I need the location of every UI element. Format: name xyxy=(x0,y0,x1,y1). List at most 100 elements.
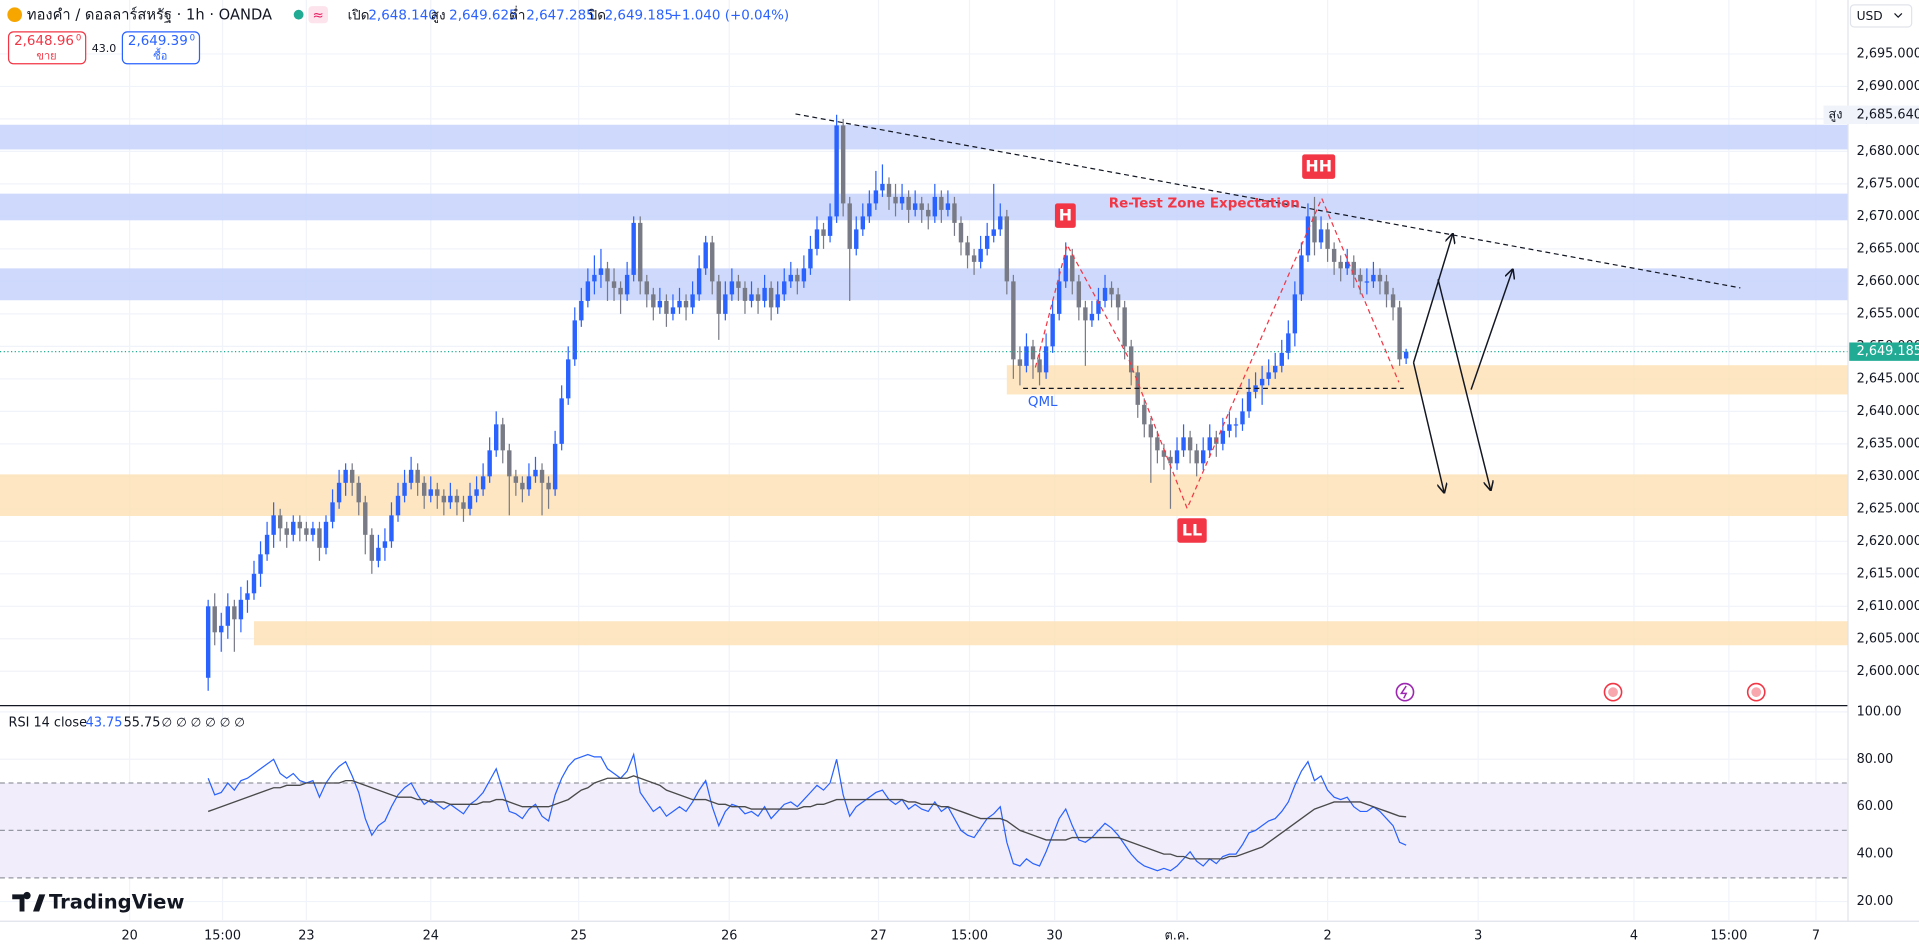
zone xyxy=(0,474,1849,516)
zone xyxy=(0,268,1849,301)
candle-body xyxy=(1292,294,1298,334)
y-tick-label: 2,695.000 xyxy=(1857,46,1919,61)
status-dot xyxy=(293,9,304,20)
candle-body xyxy=(376,547,381,561)
candle-body xyxy=(690,294,695,308)
candle-body xyxy=(840,125,846,204)
candle-body xyxy=(1305,216,1311,256)
candle-body xyxy=(788,274,793,282)
candle-body xyxy=(1128,346,1134,373)
ohlc-label: เปิด xyxy=(348,8,370,23)
x-tick-label: 27 xyxy=(870,928,886,943)
y-tick-label: 2,680.000 xyxy=(1857,144,1919,159)
candle-body xyxy=(945,203,951,210)
candle-body xyxy=(703,242,708,269)
annotation: HH xyxy=(1305,157,1332,176)
candle-body xyxy=(1384,281,1389,295)
candle-body xyxy=(886,183,892,197)
candle-body xyxy=(1194,450,1199,464)
candle-body xyxy=(369,534,375,561)
sell-price-sup: 0 xyxy=(76,33,81,43)
candle-body xyxy=(880,183,885,191)
candle-body xyxy=(1161,450,1167,457)
ohlc-label: สูง xyxy=(431,8,446,23)
change: +1.040 (+0.04%) xyxy=(671,8,790,23)
candle-body xyxy=(971,255,977,262)
y-tick-label: 2,625.000 xyxy=(1857,501,1919,516)
candle-body xyxy=(428,489,433,496)
x-tick-label: 20 xyxy=(121,928,137,943)
candle-body xyxy=(1201,450,1206,464)
candle-body xyxy=(965,242,970,256)
candle-body xyxy=(1102,287,1108,301)
candle-body xyxy=(480,476,486,490)
candle-body xyxy=(638,222,643,282)
indicator-title: RSI 14 close xyxy=(9,715,88,730)
candle-body xyxy=(225,606,231,626)
candle-body xyxy=(932,196,938,217)
candle-body xyxy=(827,216,833,236)
high-marker-text: สูง xyxy=(1828,107,1842,122)
candle-body xyxy=(958,222,964,243)
candle-body xyxy=(710,242,715,282)
candle-body xyxy=(1174,450,1180,464)
candle-body xyxy=(1037,359,1042,373)
candle-body xyxy=(474,489,479,496)
x-tick-label: 15:00 xyxy=(204,928,241,943)
currency-select[interactable] xyxy=(1849,4,1913,28)
x-tick-label: 23 xyxy=(298,928,314,943)
candle-body xyxy=(1286,333,1291,353)
ohlc-value: 2,648.140 xyxy=(368,8,436,23)
high-marker-box xyxy=(1823,105,1919,124)
candle-body xyxy=(919,203,924,210)
candle-body xyxy=(356,482,361,503)
y-tick-label: 2,635.000 xyxy=(1857,436,1919,451)
sell-label: ขาย xyxy=(36,49,56,62)
candle-body xyxy=(1246,391,1252,412)
annotation: Re-Test Zone Expectation xyxy=(1109,196,1300,211)
candle-body xyxy=(1403,351,1409,359)
candle-body xyxy=(768,287,774,308)
candle-body xyxy=(755,294,761,301)
logo-icon xyxy=(12,891,46,912)
y-tick-label: 2,605.000 xyxy=(1857,631,1919,646)
candle-body xyxy=(277,515,283,529)
label-box xyxy=(1054,203,1076,228)
event-icon-glyph xyxy=(1608,687,1618,698)
candle-body xyxy=(631,222,636,275)
candle-body xyxy=(683,300,689,308)
y-tick-label: 40.00 xyxy=(1857,847,1894,862)
candle-body xyxy=(854,229,859,249)
candle-body xyxy=(1318,229,1324,243)
y-tick-label: 60.00 xyxy=(1857,799,1894,814)
candle-body xyxy=(821,229,826,236)
candle-body xyxy=(415,469,420,483)
mark-layer xyxy=(0,114,1849,872)
buy-button[interactable] xyxy=(121,31,201,65)
candle-body xyxy=(873,190,879,204)
zone xyxy=(0,193,1849,221)
y-tick-label: 2,690.000 xyxy=(1857,79,1919,94)
candle-body xyxy=(467,495,473,509)
candle-body xyxy=(1338,261,1343,269)
candle-body xyxy=(1220,430,1226,444)
candle-body xyxy=(251,573,257,594)
candle-body xyxy=(291,521,296,535)
candle-body xyxy=(1371,274,1376,282)
candle-body xyxy=(736,281,741,288)
currency: USD xyxy=(1857,9,1883,23)
candle-body xyxy=(494,424,499,451)
candle-body xyxy=(1390,294,1396,308)
price-axis xyxy=(1848,0,1919,947)
sell-button[interactable] xyxy=(7,31,87,65)
candle-body xyxy=(349,469,355,483)
candle-body xyxy=(762,287,767,301)
candle-body xyxy=(624,274,630,295)
event-icon[interactable] xyxy=(1395,682,1415,702)
y-tick-label: 2,615.000 xyxy=(1857,566,1919,581)
x-tick-label: 15:00 xyxy=(951,928,988,943)
candle-body xyxy=(1227,424,1232,431)
spread: 43.0 xyxy=(92,42,117,55)
candle-body xyxy=(389,515,394,542)
trend-line xyxy=(795,113,1741,289)
